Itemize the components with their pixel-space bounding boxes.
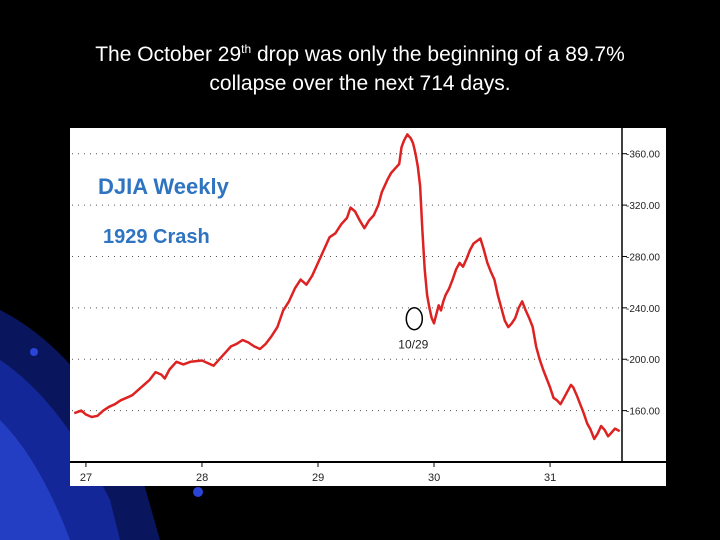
title-part2: drop was only the beginning of a 89.7% xyxy=(251,43,625,66)
crash-annotation-circle xyxy=(405,306,424,331)
x-tick-label: 30 xyxy=(428,472,440,484)
y-tick-label: -240.00 xyxy=(626,304,660,315)
y-tick-label: -360.00 xyxy=(626,150,660,161)
title-superscript: th xyxy=(241,42,252,56)
plot-area xyxy=(72,128,622,462)
djia-weekly-chart: -360.00 -320.00 -280.00 -240.00 -200.00 -160.… xyxy=(70,128,666,486)
y-tick-label: -280.00 xyxy=(626,252,660,263)
x-axis-ticks: 27 28 29 30 31 xyxy=(80,462,556,484)
y-axis-ticks: -360.00 -320.00 -280.00 -240.00 -200.00 -160.… xyxy=(622,150,660,418)
y-tick-label: -320.00 xyxy=(626,201,660,212)
chart-subtitle: 1929 Crash xyxy=(103,226,210,248)
x-tick-label: 31 xyxy=(544,472,556,484)
title-part1: The October 29 xyxy=(95,43,242,66)
y-tick-label: -160.00 xyxy=(626,407,660,418)
chart-title: DJIA Weekly xyxy=(98,174,230,199)
slide-title: The October 29th drop was only the begin… xyxy=(20,40,700,98)
djia-series-line xyxy=(73,133,621,441)
slide-title-line1: The October 29th drop was only the begin… xyxy=(20,40,700,69)
crash-annotation-label: 10/29 xyxy=(398,338,428,352)
x-axis-band xyxy=(70,462,666,486)
x-tick-label: 29 xyxy=(312,472,324,484)
slide-title-line2: collapse over the next 714 days. xyxy=(209,72,511,95)
y-tick-label: -200.00 xyxy=(626,355,660,366)
x-tick-label: 27 xyxy=(80,472,92,484)
x-tick-label: 28 xyxy=(196,472,208,484)
